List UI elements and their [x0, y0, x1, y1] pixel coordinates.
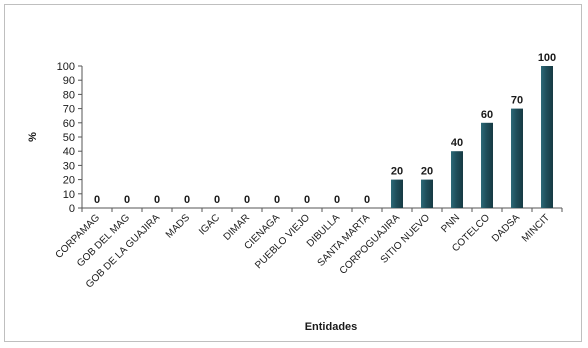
y-tick-label: 20 [63, 175, 75, 187]
bar-value-label: 0 [304, 194, 310, 206]
y-tick-label: 60 [63, 118, 75, 130]
bar [451, 151, 463, 208]
bar-value-label: 0 [364, 194, 370, 206]
x-axis-title: Entidades [305, 321, 358, 333]
category-label: PNN [439, 212, 462, 235]
bar-value-label: 0 [214, 194, 220, 206]
bar [391, 179, 403, 208]
y-tick-label: 80 [63, 89, 75, 101]
category-label: GOB DEL MAG [75, 212, 132, 269]
bar-value-label: 0 [244, 194, 250, 206]
bar-value-label: 0 [184, 194, 190, 206]
bars [391, 66, 553, 208]
bar-value-label: 70 [511, 95, 523, 107]
bar-value-label: 0 [274, 194, 280, 206]
x-axis [81, 207, 563, 212]
bar-value-label: 0 [334, 194, 340, 206]
y-axis: 0 10 20 30 40 50 60 70 80 90 100 [57, 61, 83, 215]
bar-value-label: 0 [94, 194, 100, 206]
y-tick-label: 90 [63, 75, 75, 87]
category-label: PUEBLO VIEJO [253, 212, 312, 271]
y-tick-label: 10 [63, 189, 75, 201]
bar-value-label: 0 [154, 194, 160, 206]
bar-value-label: 60 [481, 109, 493, 121]
y-tick-label: 70 [63, 104, 75, 116]
bar-value-label: 20 [421, 166, 433, 178]
bar-value-label: 40 [451, 137, 463, 149]
category-label: MADS [164, 212, 192, 240]
category-label: DADSA [490, 212, 522, 244]
y-tick-label: 0 [69, 203, 75, 215]
category-label: MINCIT [520, 212, 552, 244]
value-labels: 0 0 0 0 0 0 0 0 0 0 20 20 40 60 70 100 [94, 52, 556, 206]
category-label: SANTA MARTA [316, 212, 373, 269]
bar [481, 122, 493, 208]
bar [511, 108, 523, 208]
bar-value-label: 20 [391, 166, 403, 178]
bar-value-label: 100 [538, 52, 556, 64]
y-tick-label: 100 [57, 61, 75, 73]
bar-value-label: 0 [124, 194, 130, 206]
y-axis-title: % [27, 132, 39, 142]
y-tick-label: 50 [63, 132, 75, 144]
bar [541, 66, 553, 208]
bar [421, 179, 433, 208]
category-label: IGAC [197, 212, 222, 237]
y-tick-label: 30 [63, 160, 75, 172]
y-tick-label: 40 [63, 146, 75, 158]
